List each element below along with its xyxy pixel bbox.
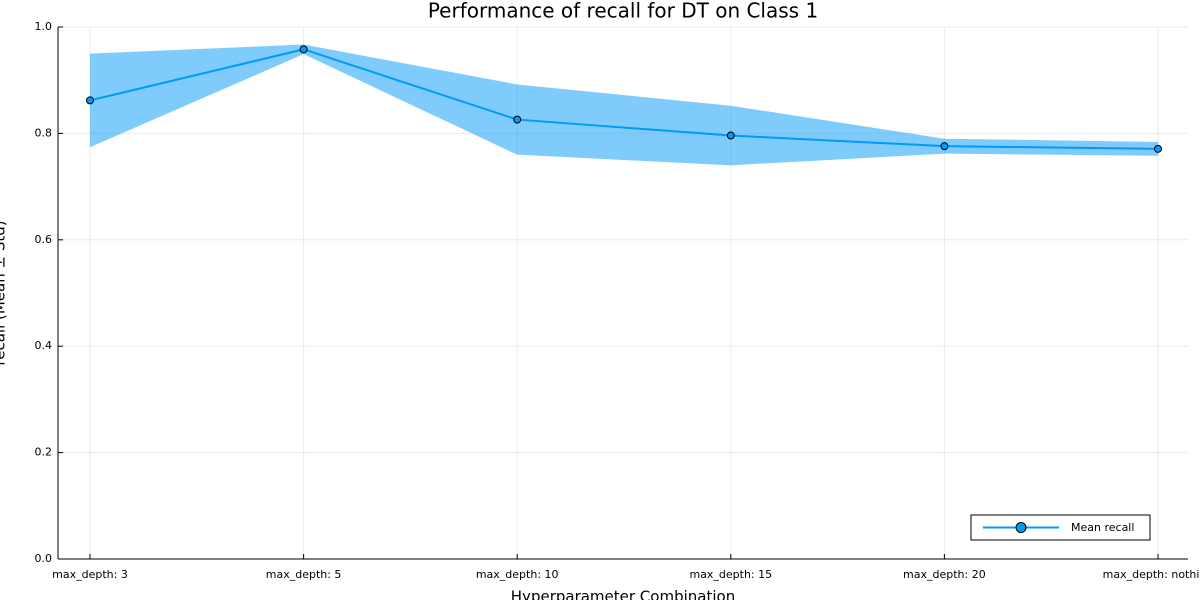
y-axis-label: recall (Mean ± Std) [0, 220, 9, 365]
x-tick-label: max_depth: 5 [266, 568, 342, 581]
y-tick-label: 0.4 [35, 339, 53, 352]
line [89, 48, 1159, 150]
legend-label: Mean recall [1071, 521, 1134, 534]
y-tick-label: 0.8 [35, 126, 53, 139]
x-tick-label: max_depth: nothing [1103, 568, 1200, 581]
x-tick-label: max_depth: 15 [689, 568, 772, 581]
legend-marker [1015, 522, 1027, 533]
x-axis-label: Hyperparameter Combination [511, 588, 735, 600]
x-tick-label: max_depth: 20 [903, 568, 986, 581]
chart-title: Performance of recall for DT on Class 1 [428, 0, 818, 23]
y-tick-label: 1.0 [35, 20, 53, 33]
y-tick-label: 0.6 [35, 233, 53, 246]
point [86, 96, 94, 105]
y-tick-label: 0.2 [35, 446, 53, 459]
point [1154, 144, 1162, 153]
x-tick-label: max_depth: 3 [52, 568, 128, 581]
error-band [90, 44, 1158, 166]
point [299, 45, 308, 54]
point [513, 115, 522, 124]
point [726, 131, 735, 140]
point [940, 142, 949, 151]
y-tick-label: 0.0 [35, 552, 53, 565]
x-tick-label: max_depth: 10 [476, 568, 559, 581]
